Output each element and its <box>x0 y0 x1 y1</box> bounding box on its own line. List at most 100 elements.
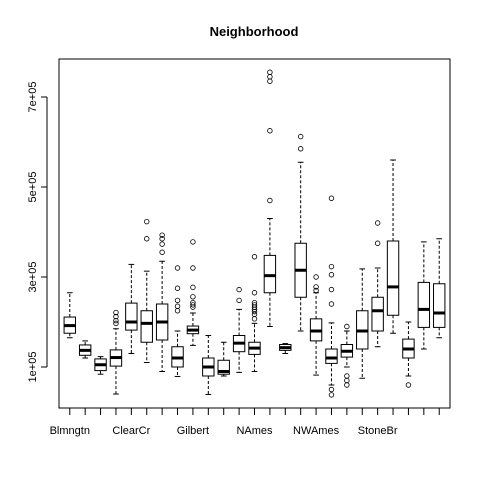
outlier-point <box>251 254 258 260</box>
y-axis: 1e+05 3e+05 5e+05 7e+05 <box>27 82 48 383</box>
outlier-point <box>174 297 181 304</box>
box-group <box>217 341 230 377</box>
outlier-point <box>113 320 119 327</box>
outlier-point <box>113 317 119 324</box>
box-iqr <box>217 359 230 375</box>
outlier-point <box>190 284 196 291</box>
outlier-point <box>159 236 165 242</box>
outlier-point <box>344 323 350 330</box>
outlier-point <box>344 382 350 388</box>
y-tick-label: 3e+05 <box>27 262 39 293</box>
outlier-point <box>251 299 258 306</box>
box-group <box>232 286 246 373</box>
box-group <box>263 69 277 327</box>
box-group <box>109 309 123 395</box>
outlier-point <box>344 373 350 379</box>
x-tick-label: NWAmes <box>293 425 340 437</box>
outlier-point <box>190 302 196 308</box>
box-group <box>78 340 92 359</box>
outlier-point <box>174 265 181 271</box>
box-iqr <box>263 254 277 294</box>
box-iqr <box>417 281 431 328</box>
box-group <box>155 232 169 372</box>
chart-title: Neighborhood <box>210 24 299 39</box>
box-group <box>63 292 76 339</box>
box-iqr <box>325 348 338 364</box>
box-group <box>325 195 338 398</box>
x-tick-label: ClearCr <box>112 425 150 437</box>
outlier-point <box>174 308 181 314</box>
x-axis: Blmngtn ClearCr Gilbert NAmes NWAmes StoneBr <box>50 407 440 437</box>
outlier-point <box>251 316 258 322</box>
outlier-point <box>190 239 196 245</box>
box-group <box>402 321 415 388</box>
box-group <box>294 133 307 332</box>
outlier-point <box>113 309 119 316</box>
outlier-point <box>313 287 319 294</box>
box-iqr <box>386 240 400 316</box>
x-tick-label: StoneBr <box>358 425 398 437</box>
outlier-point <box>267 74 273 80</box>
outlier-point <box>236 297 242 304</box>
outlier-point <box>328 272 335 278</box>
outlier-point <box>267 128 273 134</box>
outlier-point <box>328 386 335 393</box>
box-group <box>371 220 384 348</box>
box-group <box>417 241 431 350</box>
box-group <box>140 218 153 363</box>
box-group <box>186 239 200 346</box>
outlier-point <box>313 284 319 290</box>
outlier-point <box>174 285 181 291</box>
outlier-point <box>297 146 304 152</box>
outlier-point <box>144 236 150 242</box>
box-group <box>248 254 261 372</box>
outlier-point <box>251 290 258 296</box>
outlier-point <box>190 265 196 271</box>
outlier-point <box>267 69 273 75</box>
outlier-point <box>297 133 304 140</box>
box-group <box>340 323 354 388</box>
box-group <box>433 238 446 339</box>
box-iqr <box>140 310 153 343</box>
outlier-point <box>267 78 273 84</box>
outlier-point <box>405 382 412 388</box>
y-tick-label: 1e+05 <box>27 352 39 383</box>
outlier-point <box>267 197 273 204</box>
outlier-point <box>236 286 242 293</box>
y-tick-label: 7e+05 <box>27 82 39 113</box>
box-group <box>94 356 107 375</box>
box-group <box>279 343 292 354</box>
outlier-point <box>144 218 150 225</box>
outlier-point <box>328 263 335 270</box>
outlier-point <box>113 313 119 320</box>
outlier-point <box>344 377 350 384</box>
outlier-point <box>328 301 335 307</box>
box-group <box>125 263 138 354</box>
outlier-point <box>159 249 165 255</box>
box-iqr <box>433 283 446 328</box>
box-series <box>63 69 446 398</box>
box-group <box>309 274 323 376</box>
outlier-point <box>159 232 165 238</box>
outlier-point <box>328 195 335 201</box>
outlier-point <box>328 286 335 293</box>
outlier-point <box>374 220 381 226</box>
box-group <box>356 268 369 379</box>
outlier-point <box>190 294 196 300</box>
box-group <box>386 159 400 334</box>
x-tick-label: Blmngtn <box>50 425 90 437</box>
outlier-point <box>313 274 319 280</box>
y-tick-label: 5e+05 <box>27 172 39 203</box>
outlier-point <box>328 392 335 398</box>
x-tick-label: Gilbert <box>177 425 209 437</box>
outlier-point <box>159 241 165 247</box>
x-tick-label: NAmes <box>236 425 273 437</box>
box-iqr <box>371 296 384 332</box>
outlier-point <box>174 303 181 309</box>
outlier-point <box>374 240 381 246</box>
box-iqr <box>125 302 138 331</box>
box-group <box>202 335 215 395</box>
outlier-point <box>190 299 196 306</box>
box-group <box>171 265 184 377</box>
